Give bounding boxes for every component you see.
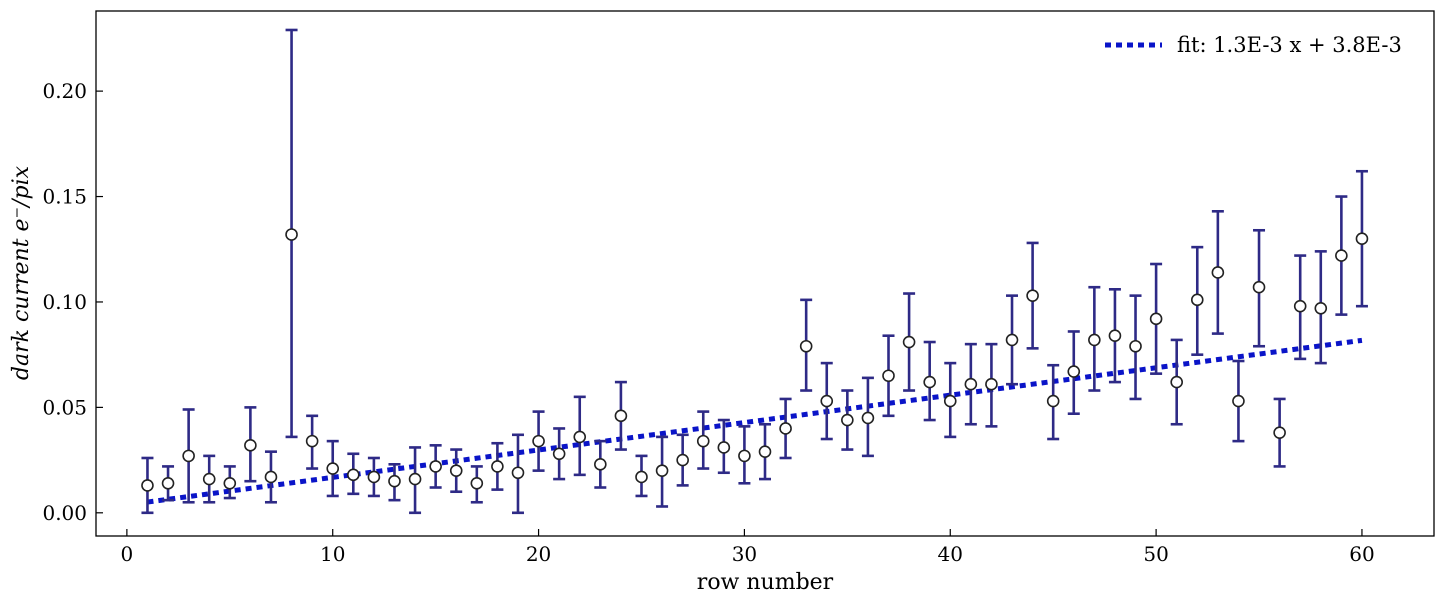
data-point xyxy=(923,375,936,389)
data-point xyxy=(902,335,916,349)
data-point xyxy=(1355,232,1369,246)
data-point xyxy=(511,466,525,480)
data-point xyxy=(1088,333,1101,347)
data-point xyxy=(532,434,545,448)
x-tick-label: 0 xyxy=(121,542,134,566)
data-point xyxy=(1335,249,1348,262)
data-point xyxy=(1314,301,1328,315)
x-tick-label: 50 xyxy=(1143,542,1168,566)
data-point xyxy=(573,430,587,444)
x-axis-label: row number xyxy=(697,570,834,595)
data-point xyxy=(1293,299,1307,313)
data-point xyxy=(861,411,875,425)
y-tick-label: 0.20 xyxy=(42,79,87,103)
data-point xyxy=(676,453,689,467)
data-point xyxy=(1046,394,1060,408)
data-point xyxy=(758,445,772,458)
y-tick-label: 0.00 xyxy=(42,501,87,525)
data-point xyxy=(388,474,401,488)
data-point xyxy=(305,434,319,448)
data-point xyxy=(1129,339,1142,353)
y-axis-ticks: 0.00 0.05 0.10 0.15 0.20 xyxy=(42,79,103,525)
data-point xyxy=(1108,329,1122,342)
plot-area xyxy=(141,28,1369,515)
data-point xyxy=(1273,426,1286,439)
x-tick-label: 20 xyxy=(526,542,551,566)
data-point xyxy=(1149,312,1163,326)
data-point xyxy=(594,458,607,471)
data-point xyxy=(1005,333,1019,347)
data-point xyxy=(820,394,834,408)
data-point xyxy=(635,470,648,484)
data-point xyxy=(244,439,257,452)
data-point xyxy=(552,447,566,461)
data-point xyxy=(1232,394,1245,408)
data-point xyxy=(964,377,978,391)
data-point xyxy=(1252,280,1266,294)
y-tick-label: 0.15 xyxy=(42,185,87,209)
y-tick-label: 0.10 xyxy=(42,290,87,314)
marker-layer xyxy=(141,228,1369,492)
data-point xyxy=(717,441,731,454)
data-point xyxy=(182,449,195,463)
data-point xyxy=(696,434,710,448)
y-tick-label: 0.05 xyxy=(42,395,87,419)
plot-frame xyxy=(95,10,1435,537)
data-point xyxy=(141,479,154,492)
data-point xyxy=(429,460,442,473)
data-point xyxy=(799,339,813,353)
data-point xyxy=(738,449,751,463)
data-point xyxy=(285,228,298,241)
data-point xyxy=(367,470,381,484)
data-point xyxy=(202,472,216,486)
data-point xyxy=(882,369,895,383)
data-point xyxy=(779,422,792,435)
data-point xyxy=(449,464,463,477)
data-point xyxy=(347,468,360,482)
x-tick-label: 40 xyxy=(938,542,963,566)
data-point xyxy=(841,413,854,427)
data-point xyxy=(408,472,422,486)
x-tick-label: 30 xyxy=(732,542,757,566)
data-point xyxy=(985,377,998,391)
data-point xyxy=(326,462,340,475)
data-point xyxy=(470,476,484,490)
data-point xyxy=(1190,293,1204,307)
data-point xyxy=(264,470,278,484)
fit-layer xyxy=(147,337,1363,505)
data-point xyxy=(614,409,628,423)
data-point xyxy=(1170,375,1183,389)
data-point xyxy=(1026,289,1039,302)
data-point xyxy=(491,460,504,473)
fit-line xyxy=(147,337,1363,505)
legend-fit-label: fit: 1.3E-3 x + 3.8E-3 xyxy=(1177,33,1402,57)
y-axis-label: dark current e⁻/pix xyxy=(9,165,34,380)
data-point xyxy=(655,464,669,477)
data-point xyxy=(161,476,175,490)
data-point xyxy=(223,476,237,490)
errorbar-layer xyxy=(141,28,1368,515)
x-axis-ticks: 0 10 20 30 40 50 60 xyxy=(121,529,1375,566)
x-tick-label: 10 xyxy=(320,542,345,566)
data-point xyxy=(1211,266,1225,279)
data-point xyxy=(943,394,957,408)
data-point xyxy=(1067,365,1081,378)
x-tick-label: 60 xyxy=(1349,542,1374,566)
legend: fit: 1.3E-3 x + 3.8E-3 xyxy=(1105,33,1402,57)
